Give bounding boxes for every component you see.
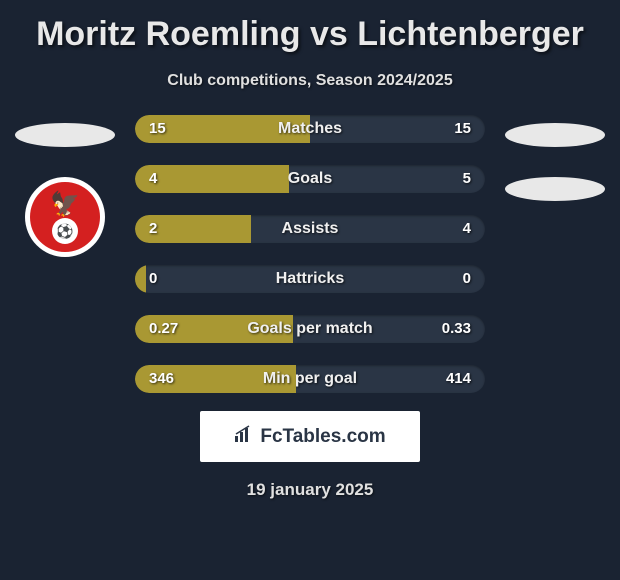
- stat-label: Goals: [135, 165, 485, 193]
- stat-label: Hattricks: [135, 265, 485, 293]
- stat-bar: 0Hattricks0: [135, 265, 485, 293]
- player-right-placeholder: [505, 123, 605, 147]
- stat-value-right: 5: [463, 165, 471, 193]
- stat-label: Goals per match: [135, 315, 485, 343]
- stat-label: Assists: [135, 215, 485, 243]
- club-badge-left: 🦅 ⚽: [25, 177, 105, 257]
- stat-label: Min per goal: [135, 365, 485, 393]
- stat-value-right: 0: [463, 265, 471, 293]
- club-badge-shield: 🦅 ⚽: [30, 182, 100, 252]
- stat-value-right: 15: [454, 115, 471, 143]
- stat-value-right: 414: [446, 365, 471, 393]
- subtitle: Club competitions, Season 2024/2025: [0, 72, 620, 90]
- stat-bar: 15Matches15: [135, 115, 485, 143]
- logo-text: FcTables.com: [260, 426, 385, 448]
- date-label: 19 january 2025: [247, 480, 374, 500]
- ball-icon: ⚽: [52, 218, 78, 244]
- source-logo: FcTables.com: [200, 411, 419, 462]
- stats-bars: 15Matches154Goals52Assists40Hattricks00.…: [120, 115, 500, 393]
- footer: FcTables.com 19 january 2025: [0, 411, 620, 500]
- stat-bar: 4Goals5: [135, 165, 485, 193]
- chart-icon: [234, 425, 254, 448]
- right-side-column: [500, 115, 610, 201]
- stat-value-right: 4: [463, 215, 471, 243]
- stat-label: Matches: [135, 115, 485, 143]
- main-row: 🦅 ⚽ 15Matches154Goals52Assists40Hattrick…: [0, 115, 620, 393]
- stat-bar: 346Min per goal414: [135, 365, 485, 393]
- club-right-placeholder: [505, 177, 605, 201]
- comparison-card: Moritz Roemling vs Lichtenberger Club co…: [0, 0, 620, 510]
- eagle-icon: 🦅: [50, 190, 80, 219]
- player-left-placeholder: [15, 123, 115, 147]
- stat-bar: 2Assists4: [135, 215, 485, 243]
- left-side-column: 🦅 ⚽: [10, 115, 120, 257]
- stat-bar: 0.27Goals per match0.33: [135, 315, 485, 343]
- stat-value-right: 0.33: [442, 315, 471, 343]
- page-title: Moritz Roemling vs Lichtenberger: [0, 15, 620, 54]
